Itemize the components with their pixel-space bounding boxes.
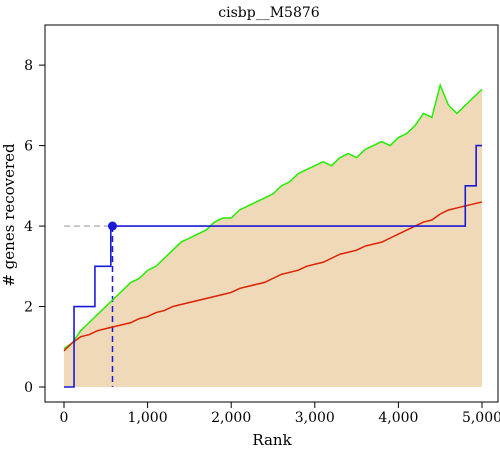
mean-series-line	[63, 201, 483, 352]
x-tick-label: 2,000	[211, 410, 251, 426]
x-tick-label: 1,000	[128, 410, 168, 426]
y-tick-label: 2	[24, 300, 33, 316]
recovery-curve-line	[64, 144, 482, 388]
chart-title: cisbp__M5876	[218, 5, 319, 21]
upper-series-line	[63, 82, 483, 350]
y-tick-label: 8	[24, 58, 33, 74]
x-axis-title: Rank	[252, 431, 292, 449]
x-tick-label: 4,000	[378, 410, 418, 426]
y-axis: 0 2 4 6 8	[24, 58, 45, 396]
recovery-marker-point	[107, 221, 117, 231]
plot-frame	[44, 24, 499, 403]
y-tick-label: 4	[24, 219, 33, 235]
x-tick-label: 0	[60, 410, 69, 426]
y-axis-title: # genes recovered	[0, 143, 18, 287]
band-fill	[64, 85, 482, 387]
x-tick-label: 5,000	[462, 410, 500, 426]
x-tick-label: 3,000	[295, 410, 335, 426]
y-tick-label: 6	[24, 139, 33, 155]
x-axis: 0 1,000 2,000 3,000 4,000 5,000	[60, 402, 500, 426]
y-tick-label: 0	[24, 380, 33, 396]
plot-area	[63, 82, 483, 388]
